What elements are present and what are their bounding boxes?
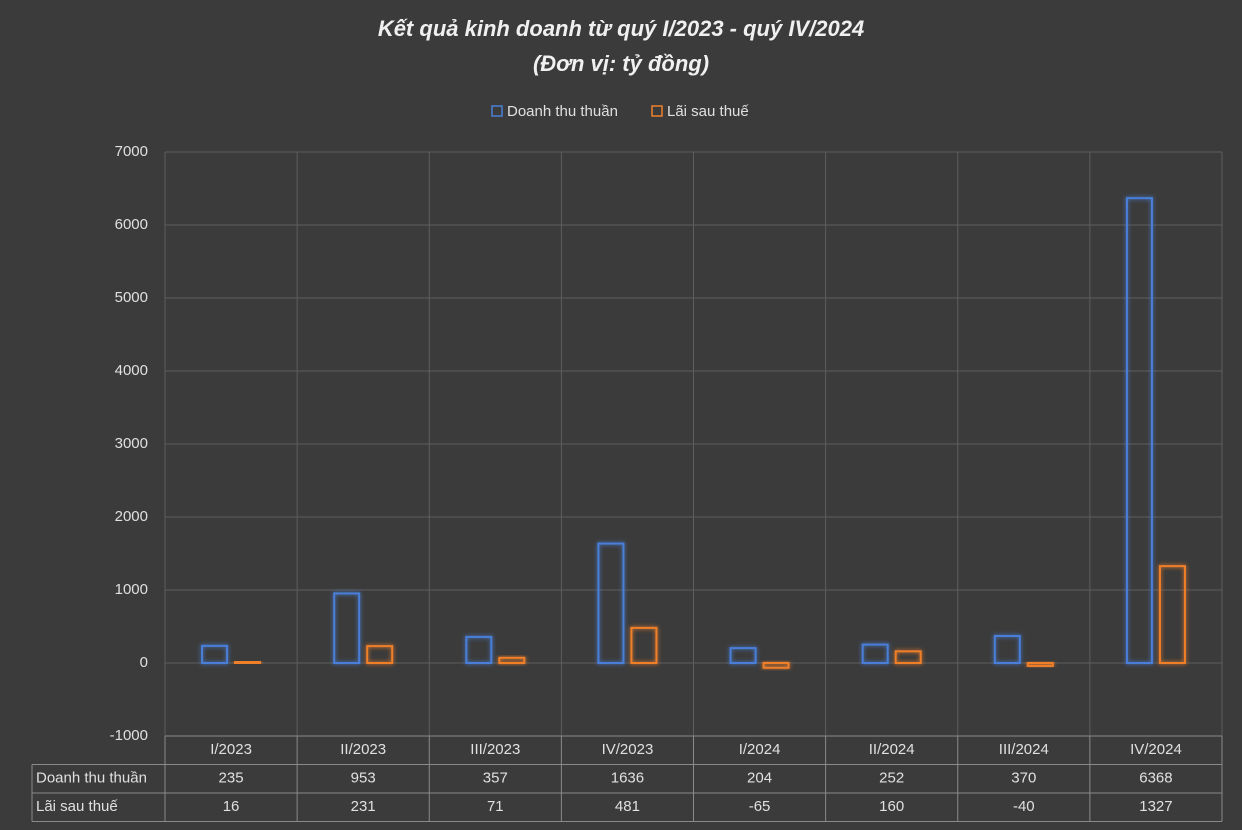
bar (894, 650, 922, 665)
y-tick-label: 6000 (115, 216, 148, 233)
bar (498, 656, 526, 665)
y-tick-label: 4000 (115, 362, 148, 379)
table-value: 252 (879, 770, 904, 787)
bar (333, 592, 361, 665)
table-row-label: Doanh thu thuần (36, 770, 147, 787)
y-tick-label: 5000 (115, 289, 148, 306)
table-value: 953 (351, 770, 376, 787)
table-value: 204 (747, 770, 772, 787)
legend-label: Doanh thu thuần (507, 103, 618, 120)
legend-swatch (651, 105, 663, 117)
chart-subtitle: (Đơn vị: tỷ đồng) (533, 51, 709, 76)
bar (993, 634, 1021, 664)
y-tick-label: 3000 (115, 435, 148, 452)
bar (465, 635, 493, 665)
table-value: 160 (879, 798, 904, 815)
legend-label: Lãi sau thuế (667, 103, 749, 120)
table-value: -40 (1013, 798, 1035, 815)
x-tick-label: II/2023 (340, 741, 386, 758)
table-value: 357 (483, 770, 508, 787)
bar (1125, 197, 1153, 665)
y-tick-label: 7000 (115, 143, 148, 160)
x-tick-label: IV/2023 (602, 741, 654, 758)
legend-swatch (491, 105, 503, 117)
y-tick-label: 0 (140, 654, 148, 671)
bar (762, 662, 790, 669)
y-tick-label: 2000 (115, 508, 148, 525)
table-row-label: Lãi sau thuế (36, 798, 118, 815)
bar (1026, 662, 1054, 667)
chart-title: Kết quả kinh doanh từ quý I/2023 - quý I… (378, 16, 864, 41)
bar (597, 542, 625, 665)
bar (366, 645, 394, 665)
table-value: 235 (219, 770, 244, 787)
y-tick-label: -1000 (110, 727, 148, 744)
x-tick-label: III/2024 (999, 741, 1049, 758)
x-tick-label: I/2024 (739, 741, 781, 758)
bar (1158, 565, 1186, 665)
table-value: 1636 (611, 770, 644, 787)
bar (201, 644, 229, 664)
bar (630, 626, 658, 665)
table-value: 71 (487, 798, 504, 815)
table-value: 231 (351, 798, 376, 815)
bar (234, 660, 262, 664)
y-tick-label: 1000 (115, 581, 148, 598)
table-value: 481 (615, 798, 640, 815)
x-tick-label: IV/2024 (1130, 741, 1182, 758)
table-value: 6368 (1139, 770, 1172, 787)
x-tick-label: III/2023 (470, 741, 520, 758)
bar (729, 647, 757, 664)
bar (861, 643, 889, 665)
table-value: 16 (223, 798, 240, 815)
table-value: 370 (1011, 770, 1036, 787)
table-value: 1327 (1139, 798, 1172, 815)
x-tick-label: II/2024 (869, 741, 915, 758)
table-value: -65 (749, 798, 771, 815)
x-tick-label: I/2023 (210, 741, 252, 758)
